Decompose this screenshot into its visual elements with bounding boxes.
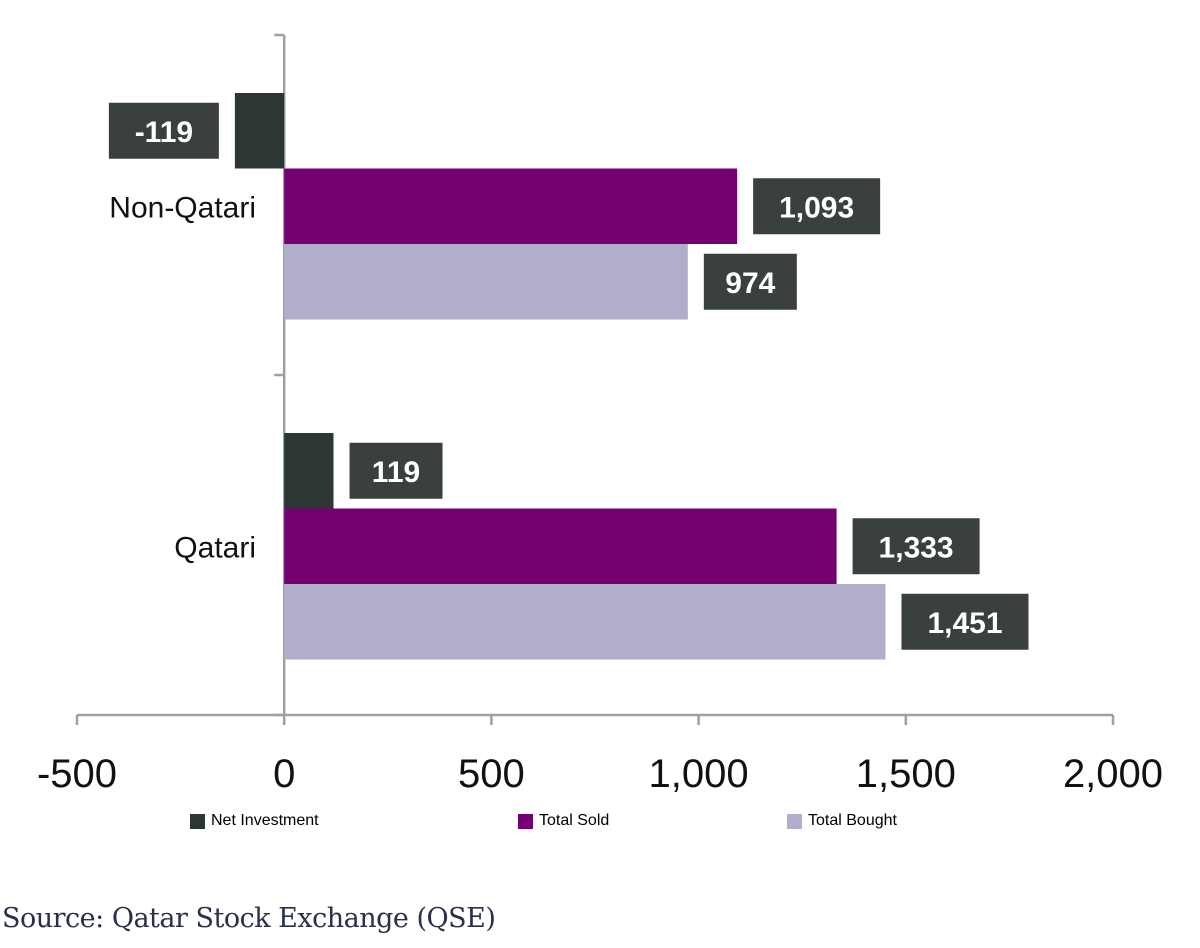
data-label: 974 bbox=[725, 267, 775, 300]
data-label-box bbox=[108, 102, 219, 159]
data-label-box bbox=[901, 593, 1029, 650]
data-label: 119 bbox=[372, 456, 420, 489]
data-label: 1,333 bbox=[879, 531, 954, 564]
data-label: -119 bbox=[135, 116, 193, 149]
bar-total-bought bbox=[284, 584, 886, 660]
x-tick-label: -500 bbox=[37, 752, 117, 796]
source-note: Source: Qatar Stock Exchange (QSE) bbox=[2, 903, 496, 934]
x-tick-label: 500 bbox=[458, 752, 525, 796]
x-tick-label: 1,500 bbox=[856, 752, 956, 796]
legend-item-total-sold: Total Sold bbox=[518, 812, 609, 830]
legend-item-total-bought: Total Bought bbox=[787, 812, 897, 830]
bar-net-investment bbox=[234, 93, 285, 169]
bar-total-sold bbox=[284, 508, 837, 584]
category-label: Qatari bbox=[174, 531, 256, 564]
legend-label: Net Investment bbox=[211, 812, 319, 829]
legend-swatch bbox=[787, 813, 802, 829]
x-tick-label: 2,000 bbox=[1063, 752, 1163, 796]
data-label: 1,093 bbox=[779, 191, 854, 224]
data-label-box bbox=[703, 253, 797, 310]
data-label-box bbox=[753, 178, 881, 235]
legend-swatch bbox=[190, 813, 205, 829]
x-tick-label: 1,000 bbox=[649, 752, 749, 796]
data-label-box bbox=[349, 442, 443, 499]
data-label-box bbox=[852, 518, 980, 575]
category-label: Non-Qatari bbox=[109, 191, 256, 224]
legend-label: Total Bought bbox=[808, 812, 897, 829]
bar-total-sold bbox=[284, 168, 738, 244]
bar-total-bought bbox=[284, 244, 688, 320]
legend-item-net-investment: Net Investment bbox=[190, 812, 319, 830]
legend-swatch bbox=[518, 813, 533, 829]
bar-net-investment bbox=[284, 433, 334, 509]
x-tick-label: 0 bbox=[273, 752, 295, 796]
legend-label: Total Sold bbox=[539, 812, 610, 829]
data-label: 1,451 bbox=[927, 607, 1002, 640]
